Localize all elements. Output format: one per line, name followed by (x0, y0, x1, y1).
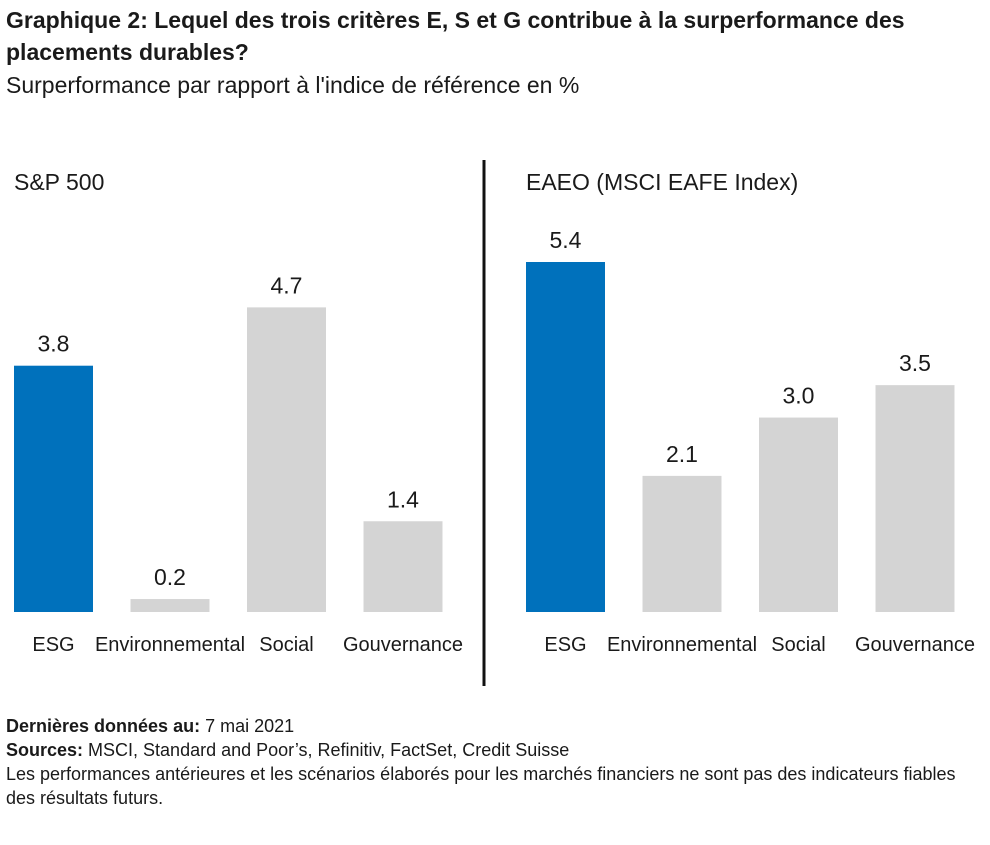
data-label: 3.5 (899, 350, 931, 376)
sources-label: Sources: (6, 740, 84, 760)
footer-date-line: Dernières données au: 7 mai 2021 (6, 714, 981, 738)
data-label: 0.2 (154, 564, 186, 590)
sources-value: MSCI, Standard and Poor’s, Refinitiv, Fa… (83, 740, 570, 760)
category-label: Environnemental (95, 634, 245, 656)
bar (875, 385, 955, 612)
data-label: 1.4 (387, 486, 419, 512)
category-label: Gouvernance (343, 634, 463, 656)
category-label: ESG (32, 634, 74, 656)
data-label: 2.1 (666, 441, 698, 467)
bar (363, 521, 443, 612)
data-label: 3.0 (783, 383, 815, 409)
category-label: Social (771, 634, 825, 656)
bar (526, 262, 605, 612)
bar (130, 599, 210, 612)
category-label: ESG (544, 634, 586, 656)
bar (247, 307, 326, 612)
bar (642, 475, 722, 612)
disclaimer: Les performances antérieures et les scén… (6, 764, 956, 808)
data-label: 3.8 (38, 331, 70, 357)
panel-title: S&P 500 (14, 169, 104, 195)
chart-subtitle: Surperformance par rapport à l'indice de… (6, 72, 580, 98)
bar-chart: S&P 500 3.8 ESG 0.2 Environnemental 4.7 Social… (14, 160, 975, 686)
category-label: Environnemental (607, 634, 757, 656)
bar (14, 365, 93, 612)
panel-title: EAEO (MSCI EAFE Index) (526, 169, 798, 195)
bar (759, 417, 838, 612)
chart-title: Graphique 2: Lequel des trois critères E… (6, 7, 905, 65)
footer-sources-line: Sources: MSCI, Standard and Poor’s, Refi… (6, 738, 981, 762)
chart-footer: Dernières données au: 7 mai 2021 Sources… (6, 714, 981, 810)
date-label: Dernières données au: (6, 716, 201, 736)
category-label: Gouvernance (855, 634, 975, 656)
category-label: Social (259, 634, 313, 656)
data-label: 5.4 (550, 227, 582, 253)
data-label: 4.7 (271, 272, 303, 298)
date-value: 7 mai 2021 (200, 716, 295, 736)
